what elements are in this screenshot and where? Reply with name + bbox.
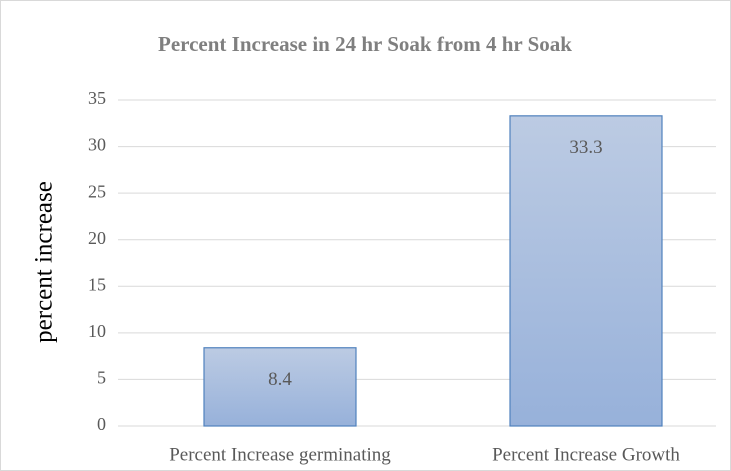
y-tick-label: 10 [88, 321, 106, 341]
bar [509, 115, 663, 427]
y-tick-label: 15 [88, 274, 106, 294]
chart-title: Percent Increase in 24 hr Soak from 4 hr… [158, 32, 572, 56]
bar [203, 347, 357, 427]
y-axis-label: percent increase [31, 181, 58, 343]
y-tick-label: 0 [97, 414, 106, 434]
x-tick-label: Percent Increase germinating [169, 444, 391, 465]
y-tick-label: 30 [88, 135, 106, 155]
value-label: 33.3 [569, 137, 602, 158]
y-tick-label: 35 [88, 88, 106, 108]
y-tick-label: 20 [88, 228, 106, 248]
y-tick-label: 25 [88, 181, 106, 201]
value-label: 8.4 [268, 369, 292, 390]
x-tick-label: Percent Increase Growth [492, 444, 680, 465]
y-tick-label: 5 [97, 368, 106, 388]
